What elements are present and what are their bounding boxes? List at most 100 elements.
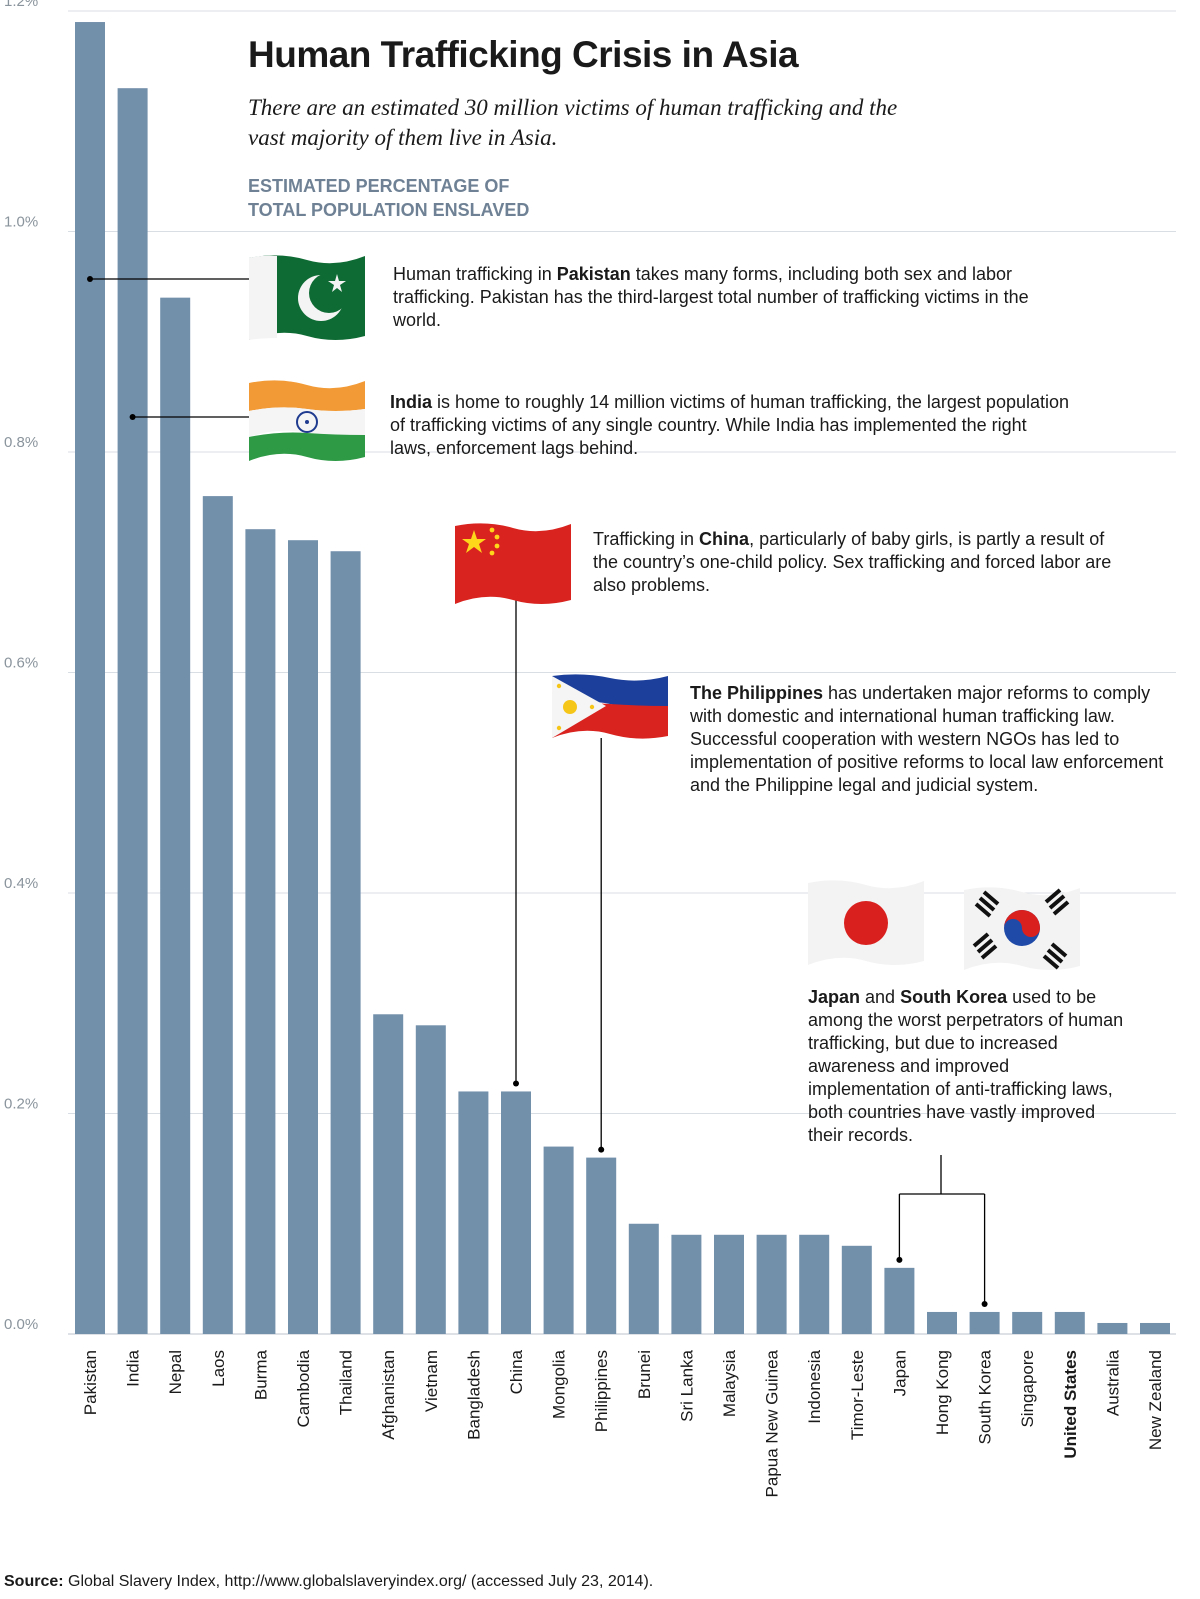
bar-india (117, 88, 148, 1334)
bar-mongolia (543, 1146, 574, 1334)
category-label: Thailand (337, 1350, 356, 1415)
category-label: Timor-Leste (848, 1350, 867, 1440)
china-note: Trafficking in China, particularly of ba… (593, 528, 1113, 597)
chart-subtitle: There are an estimated 30 million victim… (248, 95, 898, 150)
china-flag (455, 523, 571, 604)
category-label: China (507, 1349, 526, 1394)
y-axis-label-line-1: ESTIMATED PERCENTAGE OF (248, 176, 510, 196)
category-label: Papua New Guinea (763, 1349, 782, 1497)
category-label: Nepal (166, 1350, 185, 1394)
china-note-after: , particularly of baby girls, is partly … (593, 529, 1112, 595)
category-label: Indonesia (805, 1349, 824, 1423)
pakistan-note-before: Human trafficking in (393, 264, 557, 284)
bar-vietnam (415, 1025, 446, 1334)
category-label: South Korea (976, 1349, 995, 1444)
x-axis-categories: Pakistan India Nepal Laos Burma Cambodia Thail… (81, 1349, 1165, 1497)
y-tick-label: 0.8% (4, 434, 38, 451)
bar-laos (202, 496, 233, 1335)
bars (75, 22, 1170, 1335)
y-tick-label: 0.0% (4, 1316, 38, 1333)
category-label: Malaysia (720, 1349, 739, 1417)
korea-note-bold: South Korea (900, 987, 1008, 1007)
source-label: Source: (4, 1573, 64, 1590)
japan-korea-note: Japan and South Korea used to be among t… (808, 986, 1128, 1147)
india-note-after: is home to roughly 14 million victims of… (390, 392, 1070, 458)
bar-indonesia (799, 1234, 830, 1334)
category-label: Philippines (592, 1350, 611, 1432)
category-label: Afghanistan (379, 1350, 398, 1440)
india-leader-dot (129, 414, 136, 420)
bar-timor-leste (841, 1245, 872, 1334)
category-label: Sri Lanka (677, 1349, 696, 1421)
philippines-leader-dot (598, 1146, 605, 1153)
china-leader-dot (513, 1080, 519, 1087)
bar-burma (245, 529, 276, 1334)
category-label: Japan (890, 1350, 909, 1396)
bar-hong-kong (927, 1311, 957, 1334)
category-label: New Zealand (1146, 1350, 1165, 1450)
china-note-before: Trafficking in (593, 529, 700, 549)
south-korea-flag (964, 887, 1080, 970)
india-note-bold: India (390, 392, 433, 412)
y-tick-label: 0.2% (4, 1096, 38, 1113)
japan-leader-dot (896, 1256, 903, 1263)
category-label: Vietnam (422, 1350, 441, 1412)
chart-title: Human Trafficking Crisis in Asia (248, 34, 799, 75)
bar-malaysia (714, 1234, 744, 1334)
y-axis-label-line-2: TOTAL POPULATION ENSLAVED (248, 200, 530, 220)
category-label: Bangladesh (464, 1350, 483, 1440)
bar-bangladesh (458, 1091, 489, 1334)
pakistan-leader-dot (87, 276, 93, 282)
bar-thailand (330, 551, 361, 1334)
bar-papua-new-guinea (756, 1234, 787, 1334)
category-label: Burma (251, 1349, 270, 1400)
india-note: India is home to roughly 14 million vict… (390, 391, 1070, 460)
y-tick-label: 1.0% (4, 214, 38, 231)
philippines-note: The Philippines has undertaken major ref… (690, 682, 1170, 797)
category-label: United States (1061, 1350, 1080, 1459)
bar-brunei (628, 1223, 659, 1334)
y-axis-ticks: 0.0% 0.2% 0.4% 0.6% 0.8% 1.0% 1.2% (4, 0, 38, 1333)
category-label: Hong Kong (933, 1350, 952, 1435)
pakistan-note: Human trafficking in Pakistan takes many… (393, 263, 1053, 332)
pakistan-note-bold: Pakistan (556, 264, 631, 284)
japan-korea-note-mid: and (860, 987, 901, 1007)
category-label: Laos (209, 1350, 228, 1387)
source-text: Global Slavery Index, http://www.globals… (63, 1573, 654, 1590)
y-axis-label: ESTIMATED PERCENTAGE OF TOTAL POPULATION… (248, 174, 608, 222)
pakistan-note-after: takes many forms, including both sex and… (393, 264, 1029, 330)
category-label: Cambodia (294, 1349, 313, 1427)
japan-note-bold: Japan (808, 987, 861, 1007)
category-label: Australia (1103, 1349, 1122, 1416)
bar-china (501, 1091, 531, 1334)
y-tick-label: 1.2% (4, 0, 38, 10)
south-korea-leader-dot (981, 1300, 988, 1307)
bar-pakistan (75, 22, 105, 1334)
japan-korea-note-after: used to be among the worst perpetrators … (808, 987, 1124, 1145)
pakistan-flag (249, 255, 365, 340)
category-label: Mongolia (550, 1349, 569, 1419)
bar-south-korea (969, 1311, 1000, 1334)
leader-lines (87, 276, 988, 1307)
bar-sri-lanka (671, 1234, 702, 1334)
philippines-note-bold: The Philippines (690, 683, 824, 703)
category-label: Singapore (1018, 1350, 1037, 1428)
y-tick-label: 0.6% (4, 655, 38, 672)
bar-nepal (160, 297, 191, 1334)
bar-united-states (1054, 1311, 1085, 1334)
bar-new-zealand (1140, 1322, 1170, 1334)
y-tick-label: 0.4% (4, 875, 38, 892)
bar-philippines (586, 1157, 617, 1334)
japan-flag (808, 880, 924, 965)
india-flag (249, 380, 365, 461)
philippines-note-after: has undertaken major reforms to comply w… (690, 683, 1164, 795)
category-label: India (124, 1349, 143, 1386)
bar-afghanistan (373, 1014, 404, 1334)
bar-cambodia (288, 540, 318, 1334)
category-label: Pakistan (81, 1350, 100, 1415)
bar-japan (884, 1267, 915, 1334)
philippines-flag (552, 674, 668, 739)
bar-singapore (1012, 1311, 1043, 1334)
bar-australia (1097, 1322, 1128, 1334)
